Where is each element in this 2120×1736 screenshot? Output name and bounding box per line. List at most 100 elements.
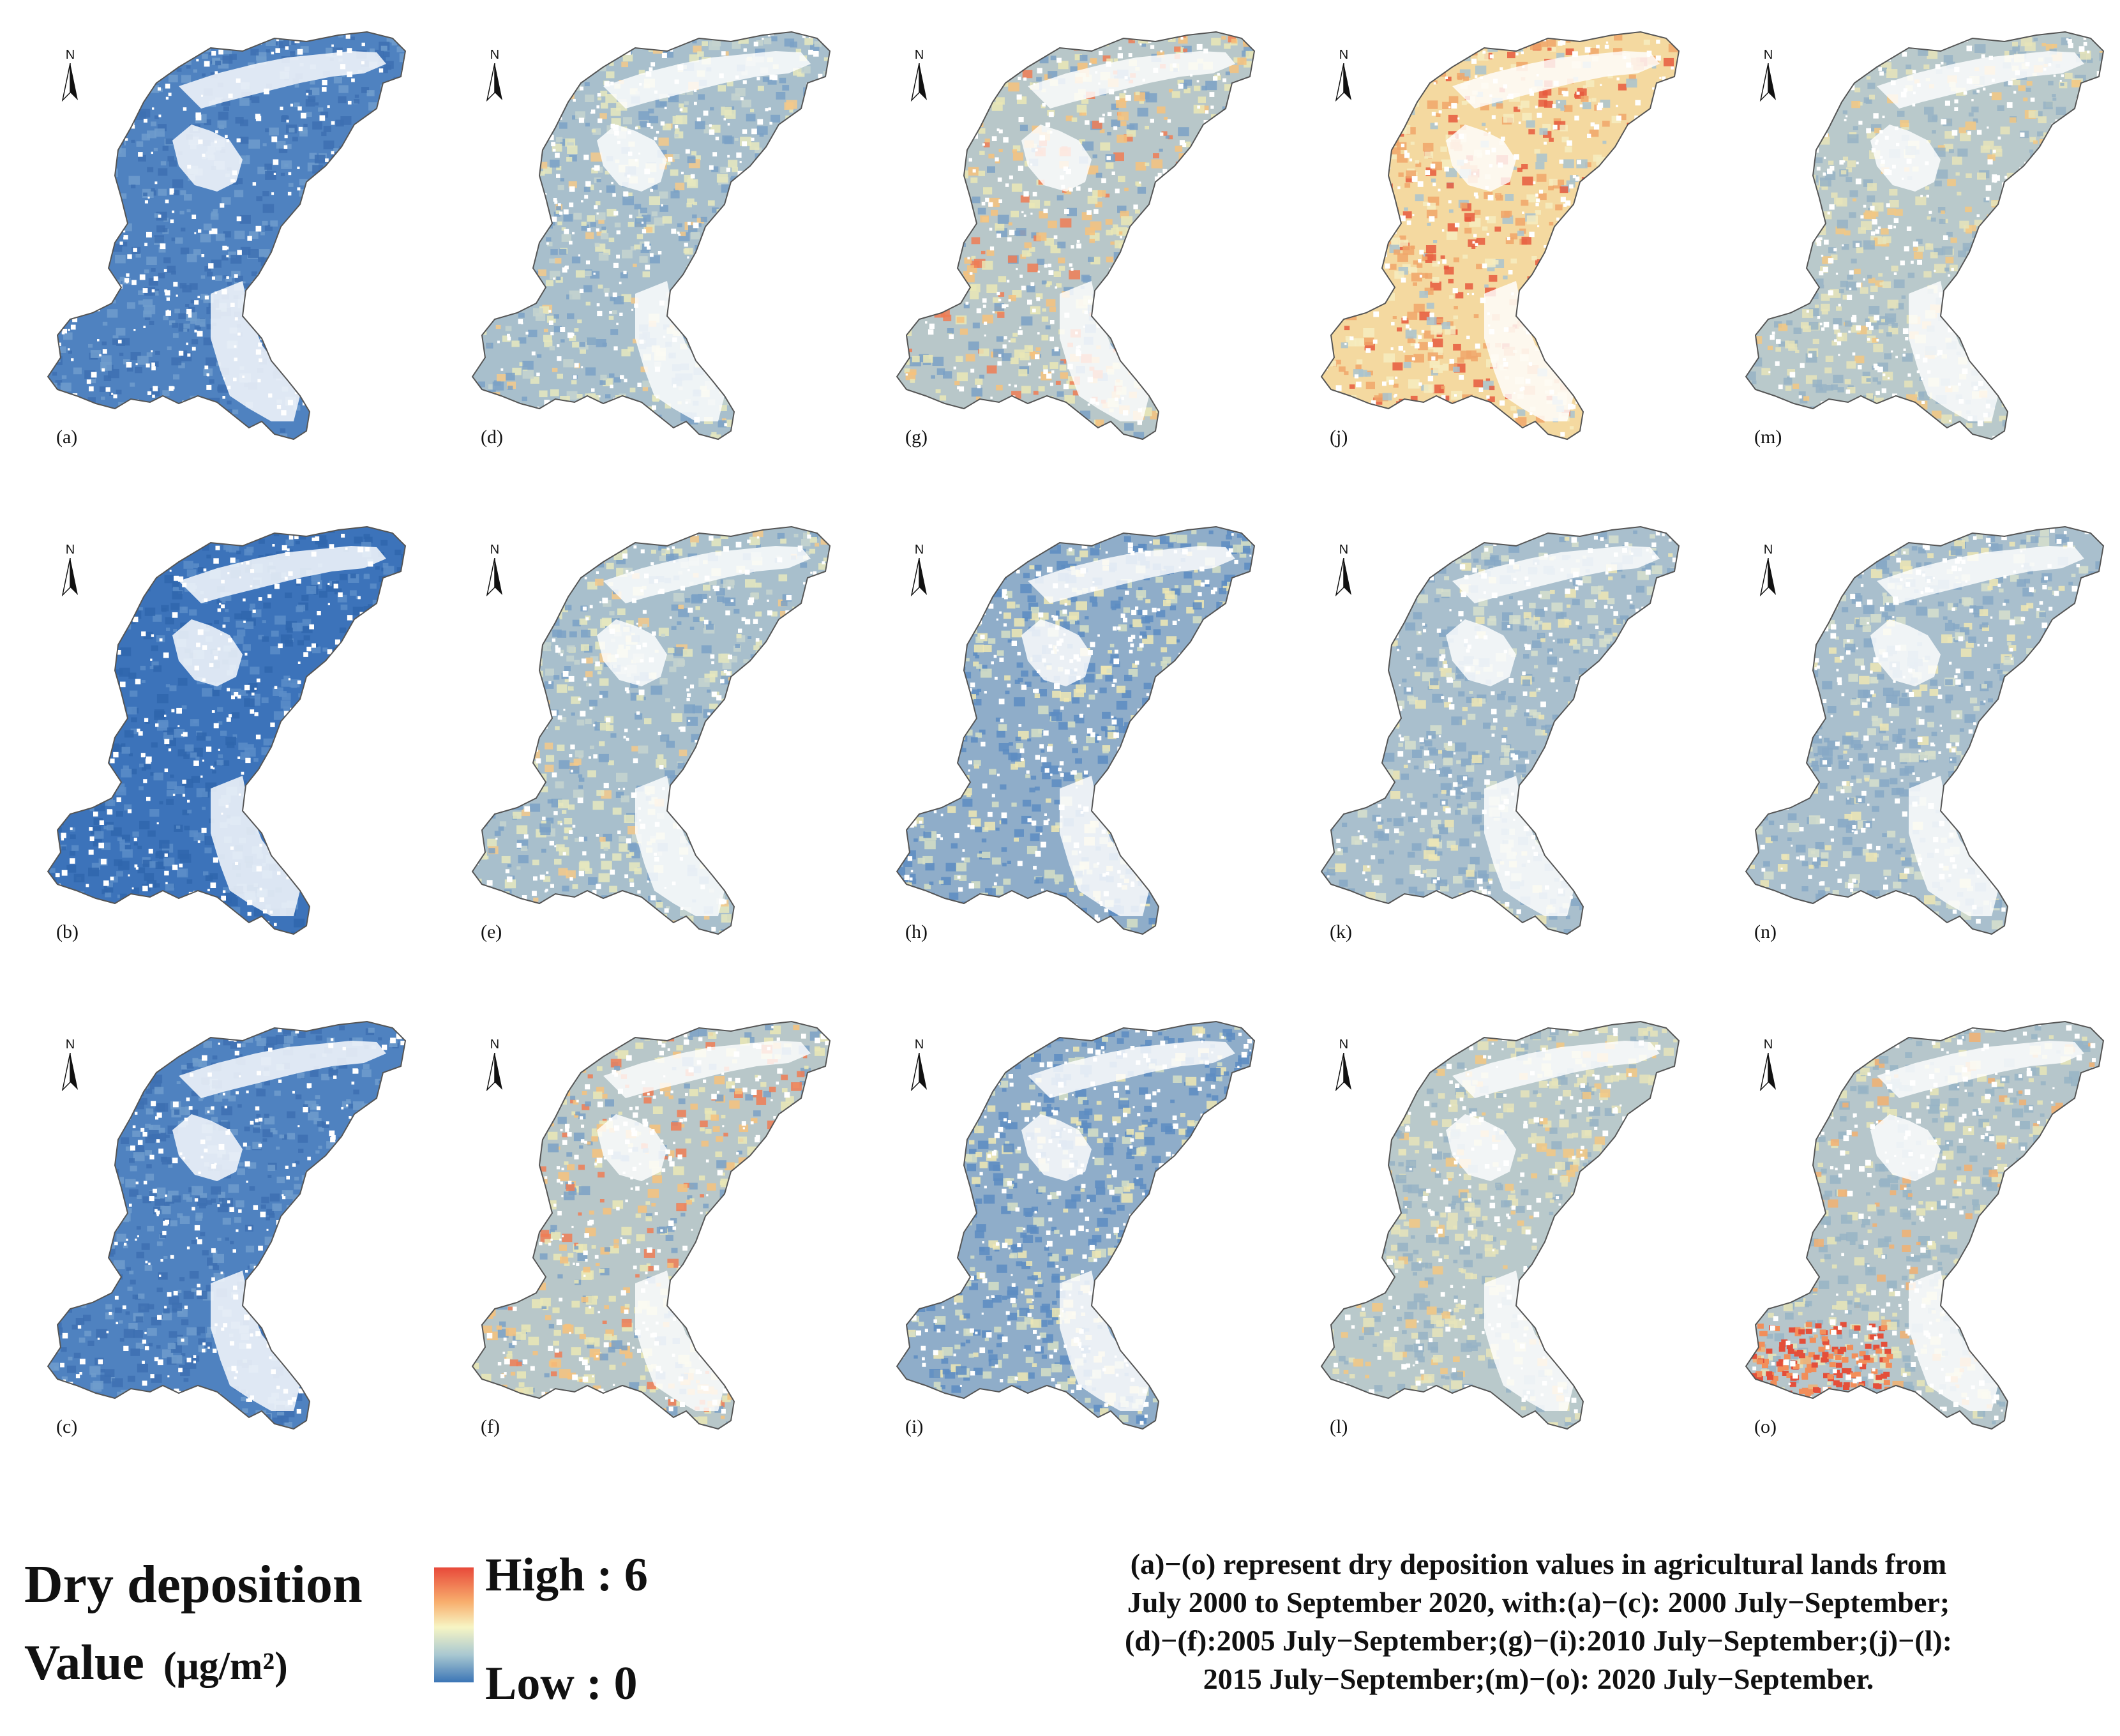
panel-label-a: (a)	[56, 426, 77, 448]
map-o	[1745, 1020, 2105, 1430]
north-arrow-icon: N	[906, 1038, 932, 1108]
panel-label-c: (c)	[56, 1416, 77, 1438]
region-boundary	[471, 31, 831, 441]
north-label: N	[906, 543, 932, 557]
map-panel-m: N (m)	[1717, 13, 2120, 498]
map-panel-i: N (i)	[868, 1002, 1292, 1488]
map-fill-o	[1746, 1022, 2103, 1429]
map-fill-e	[472, 527, 830, 934]
map-panel-h: N (h)	[868, 508, 1292, 993]
map-fill-f	[472, 1022, 830, 1429]
north-label: N	[482, 543, 507, 557]
map-fill-b	[48, 527, 405, 934]
map-panel-a: N (a)	[19, 13, 443, 498]
region-boundary	[896, 31, 1256, 441]
map-fill-c	[48, 1022, 405, 1429]
legend-high-label: High : 6	[485, 1551, 648, 1599]
panel-label-m: (m)	[1754, 426, 1782, 448]
north-label: N	[906, 1038, 932, 1052]
figure-caption: (a)−(o) represent dry deposition values …	[983, 1545, 2094, 1698]
region-boundary	[471, 1020, 831, 1430]
map-panel-d: N (d)	[444, 13, 868, 498]
north-label: N	[1331, 48, 1357, 63]
map-panel-k: N (k)	[1293, 508, 1717, 993]
map-panel-j: N (j)	[1293, 13, 1717, 498]
caption-line-2: July 2000 to September 2020, with:(a)−(c…	[983, 1583, 2094, 1622]
legend-title: Dry deposition	[24, 1558, 363, 1611]
map-panel-l: N (l)	[1293, 1002, 1717, 1488]
region-boundary	[1745, 1020, 2105, 1430]
map-a	[47, 31, 407, 441]
north-label: N	[57, 1038, 83, 1052]
map-i	[896, 1020, 1256, 1430]
map-f	[471, 1020, 831, 1430]
north-arrow-icon: N	[57, 1038, 83, 1108]
map-e	[471, 525, 831, 935]
north-arrow-icon: N	[906, 48, 932, 118]
north-arrow-icon: N	[57, 48, 83, 118]
north-label: N	[482, 48, 507, 63]
north-label: N	[482, 1038, 507, 1052]
region-boundary	[1745, 31, 2105, 441]
north-arrow-icon: N	[1331, 543, 1357, 613]
panel-label-f: (f)	[481, 1416, 500, 1438]
map-panel-c: N (c)	[19, 1002, 443, 1488]
map-b	[47, 525, 407, 935]
caption-line-4: 2015 July−September;(m)−(o): 2020 July−S…	[983, 1660, 2094, 1698]
map-fill-j	[1321, 32, 1679, 439]
region-boundary	[1320, 1020, 1680, 1430]
region-boundary	[47, 525, 407, 935]
legend-low-label: Low : 0	[485, 1660, 637, 1707]
map-j	[1320, 31, 1680, 441]
north-label: N	[906, 48, 932, 63]
region-boundary	[896, 525, 1256, 935]
map-h	[896, 525, 1256, 935]
map-fill-k	[1321, 527, 1679, 934]
panel-label-i: (i)	[905, 1416, 923, 1438]
region-boundary	[47, 31, 407, 441]
map-fill-m	[1746, 32, 2103, 439]
map-k	[1320, 525, 1680, 935]
north-label: N	[1755, 543, 1781, 557]
map-panel-g: N (g)	[868, 13, 1292, 498]
north-arrow-icon: N	[906, 543, 932, 613]
map-fill-i	[897, 1022, 1254, 1429]
region-boundary	[896, 1020, 1256, 1430]
panel-label-l: (l)	[1330, 1416, 1348, 1438]
region-boundary	[1320, 31, 1680, 441]
north-label: N	[1331, 1038, 1357, 1052]
panel-label-e: (e)	[481, 921, 502, 943]
north-arrow-icon: N	[1331, 1038, 1357, 1108]
panel-label-k: (k)	[1330, 921, 1352, 943]
panel-label-o: (o)	[1754, 1416, 1777, 1438]
map-fill-n	[1746, 527, 2103, 934]
north-label: N	[57, 543, 83, 557]
north-label: N	[1755, 48, 1781, 63]
region-boundary	[47, 1020, 407, 1430]
north-label: N	[1755, 1038, 1781, 1052]
north-arrow-icon: N	[482, 543, 507, 613]
map-panel-e: N (e)	[444, 508, 868, 993]
map-m	[1745, 31, 2105, 441]
legend-value-label: Value (μg/m²)	[24, 1638, 288, 1687]
region-boundary	[1745, 525, 2105, 935]
north-label: N	[1331, 543, 1357, 557]
map-fill-h	[897, 527, 1254, 934]
panel-label-d: (d)	[481, 426, 503, 448]
north-arrow-icon: N	[1755, 1038, 1781, 1108]
north-arrow-icon: N	[482, 48, 507, 118]
north-arrow-icon: N	[1331, 48, 1357, 118]
panel-label-j: (j)	[1330, 426, 1348, 448]
legend-value-text: Value	[24, 1634, 144, 1690]
map-n	[1745, 525, 2105, 935]
panel-label-g: (g)	[905, 426, 928, 448]
map-panel-o: N (o)	[1717, 1002, 2120, 1488]
caption-line-1: (a)−(o) represent dry deposition values …	[983, 1545, 2094, 1583]
map-l	[1320, 1020, 1680, 1430]
legend-unit: (μg/m²)	[163, 1645, 288, 1688]
caption-line-3: (d)−(f):2005 July−September;(g)−(i):2010…	[983, 1622, 2094, 1660]
map-c	[47, 1020, 407, 1430]
region-boundary	[471, 525, 831, 935]
north-arrow-icon: N	[1755, 48, 1781, 118]
panel-label-n: (n)	[1754, 921, 1777, 943]
